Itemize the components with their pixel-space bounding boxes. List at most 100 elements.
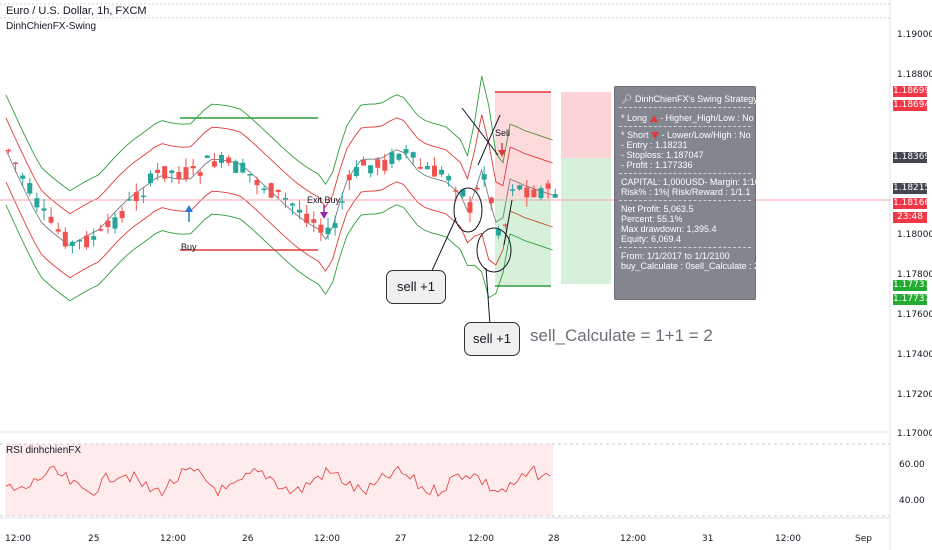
triangle-up-icon — [649, 115, 658, 123]
candle-body — [552, 194, 558, 198]
candle-body — [417, 167, 423, 169]
exit-buy-signal-label: Exit Buy — [307, 195, 341, 205]
candle-body — [261, 188, 267, 191]
candle-body — [162, 166, 168, 179]
candle-body — [361, 159, 366, 166]
candle-body — [311, 219, 317, 223]
candle-body — [353, 166, 359, 176]
time-tick: 12:00 — [160, 534, 186, 544]
candle-body — [382, 159, 388, 171]
indicator-title[interactable]: DinhChienFX-Swing — [6, 21, 97, 32]
candle-body — [148, 173, 153, 183]
candle-body — [318, 224, 324, 233]
candle-body — [488, 197, 494, 204]
long-condition: - Higher_High/Low : No — [660, 113, 754, 123]
candle-body — [34, 198, 40, 208]
candle-body — [211, 161, 217, 167]
price-tag: 23:48 — [893, 212, 927, 223]
candle-body — [474, 187, 480, 190]
candle-body — [183, 167, 189, 180]
candle-body — [346, 174, 352, 181]
candle-body — [524, 187, 530, 198]
price-tag: 1.17737 — [893, 280, 931, 291]
net-profit: Net Profit: 5,063.5 — [621, 204, 694, 214]
candle-body — [233, 161, 239, 173]
time-tick: 12:00 — [620, 534, 646, 544]
date-range: From: 1/1/2017 to 1/1/2100 — [621, 251, 730, 261]
time-tick: 27 — [395, 534, 406, 544]
price-tick: 1.17600 — [897, 310, 932, 320]
rsi-title[interactable]: RSI dinhchienFX — [6, 445, 82, 456]
buy-signal-label: Buy — [181, 242, 197, 252]
candle-body — [20, 175, 26, 179]
price-tag: 1.18699 — [893, 86, 931, 97]
band-outer-bottom — [5, 204, 553, 302]
candle-body — [119, 211, 125, 219]
strategy-info-panel: 🔎︎ DinhChienFX's Swing Strategy * Long -… — [614, 86, 765, 300]
risk-info: Risk% : 1%| Risk/Reward : 1/1.1 — [621, 187, 751, 197]
sell-callout-1[interactable]: sell +1 — [386, 270, 446, 304]
candle-body — [69, 241, 75, 246]
price-tag: 1.18369 — [893, 152, 931, 163]
candle-body — [77, 239, 82, 242]
candle-body — [481, 174, 487, 180]
symbol-title[interactable]: Euro / U.S. Dollar, 1h, FXCM — [6, 5, 147, 17]
candle-body — [13, 162, 19, 165]
candle-body — [247, 174, 253, 176]
sell-signal-label: Sell — [495, 128, 510, 138]
time-tick: 28 — [548, 534, 560, 544]
band-outer-top — [5, 75, 553, 192]
candle-body — [410, 152, 416, 158]
time-tick: 12:00 — [468, 534, 494, 544]
candle-body — [389, 152, 395, 164]
candle-body — [282, 198, 288, 200]
sell-calculate-note: sell_Calculate = 1+1 = 2 — [530, 326, 713, 345]
stoploss-value: - Stoploss: 1.187047 — [621, 150, 704, 160]
candle-body — [254, 180, 260, 186]
rsi-background — [5, 444, 553, 516]
time-tick: 25 — [88, 534, 99, 544]
candle-body — [538, 188, 544, 198]
candle-body — [304, 213, 310, 223]
stoploss-zone — [495, 92, 551, 198]
candle-body — [126, 199, 132, 201]
candle-body — [48, 216, 54, 223]
price-tick: 1.17200 — [897, 390, 932, 400]
candle-body — [112, 217, 118, 229]
candle-body — [219, 154, 224, 163]
candle-body — [62, 231, 68, 247]
candle-body — [84, 235, 90, 248]
candle-body — [204, 155, 210, 158]
candle-body — [155, 169, 161, 173]
sell-circle-1 — [453, 187, 483, 233]
exit-buy-arrow-icon — [320, 205, 328, 219]
candle-body — [91, 236, 97, 240]
candle-body — [517, 185, 523, 190]
time-tick: 12:00 — [314, 534, 340, 544]
candle-body — [375, 159, 381, 168]
candle-body — [424, 165, 430, 170]
time-tick: 12:00 — [775, 534, 801, 544]
time-tick: 31 — [702, 534, 713, 544]
price-tick: 1.19000 — [897, 30, 932, 40]
projected-zone-2 — [561, 158, 611, 284]
short-label: * Short — [621, 130, 649, 140]
candle-body — [446, 176, 452, 181]
candle-body — [368, 165, 374, 174]
price-tag: 1.17737 — [893, 294, 931, 305]
rsi-tick: 40.00 — [899, 496, 925, 506]
time-tick: Sep — [855, 534, 872, 544]
profit-value: - Profit : 1.177336 — [621, 160, 693, 170]
sell-callout-2[interactable]: sell +1 — [464, 322, 520, 356]
candle-body — [396, 153, 402, 160]
time-tick: 26 — [242, 534, 254, 544]
magnifier-icon: 🔎︎ — [621, 94, 633, 104]
candle-body — [453, 190, 459, 192]
price-tick: 1.18800 — [897, 70, 932, 80]
percent: Percent: 55.1% — [621, 214, 683, 224]
takeprofit-zone — [495, 198, 551, 286]
candle-body — [495, 229, 501, 236]
short-condition: - Lower/Low/High : No — [661, 130, 751, 140]
price-tick: 1.17800 — [897, 270, 932, 280]
